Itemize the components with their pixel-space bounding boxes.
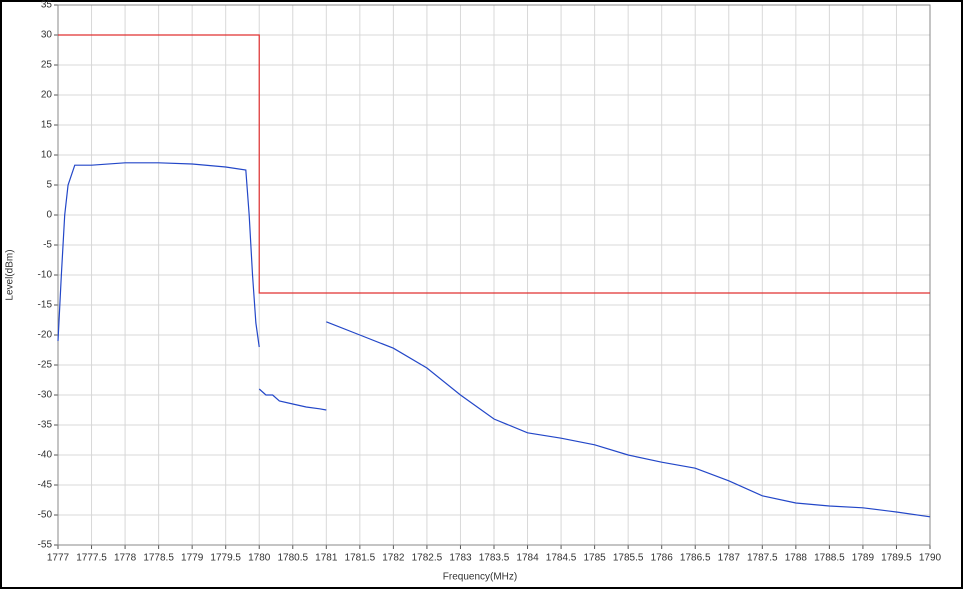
trace	[258, 388, 327, 411]
trace	[58, 34, 930, 294]
trace	[57, 162, 260, 348]
x-tick-label: 1784	[516, 553, 539, 564]
y-tick-label: -20	[38, 330, 53, 341]
y-tick-label: 10	[41, 150, 53, 161]
x-tick-label: 1777.5	[76, 553, 107, 564]
x-tick-label: 1777	[47, 553, 70, 564]
y-tick-label: 0	[46, 210, 52, 221]
x-axis-label: Frequency(MHz)	[443, 572, 517, 583]
x-tick-label: 1790	[919, 553, 942, 564]
x-tick-label: 1788	[785, 553, 808, 564]
x-tick-label: 1786	[651, 553, 674, 564]
x-tick-label: 1778.5	[143, 553, 174, 564]
y-tick-label: 15	[41, 120, 53, 131]
x-tick-label: 1779	[181, 553, 204, 564]
x-tick-label: 1785.5	[613, 553, 644, 564]
x-tick-label: 1781	[315, 553, 338, 564]
x-tick-label: 1781.5	[345, 553, 376, 564]
x-tick-label: 1784.5	[546, 553, 577, 564]
x-tick-label: 1787	[718, 553, 741, 564]
x-tick-label: 1789	[852, 553, 875, 564]
y-tick-label: 25	[41, 60, 53, 71]
x-tick-label: 1785	[583, 553, 606, 564]
y-axis-label: Level(dBm)	[5, 249, 16, 300]
x-tick-label: 1782.5	[412, 553, 443, 564]
y-tick-label: 5	[46, 180, 52, 191]
y-tick-label: -50	[38, 510, 53, 521]
y-tick-label: -10	[38, 270, 53, 281]
x-tick-label: 1779.5	[210, 553, 241, 564]
x-tick-label: 1778	[114, 553, 137, 564]
y-tick-label: -40	[38, 450, 53, 461]
x-tick-label: 1783	[449, 553, 472, 564]
y-tick-label: -55	[38, 540, 53, 551]
x-tick-label: 1780	[248, 553, 271, 564]
x-tick-label: 1783.5	[479, 553, 510, 564]
x-tick-label: 1782	[382, 553, 405, 564]
y-tick-label: -5	[43, 240, 52, 251]
x-tick-label: 1786.5	[680, 553, 711, 564]
y-tick-label: 30	[41, 30, 53, 41]
x-tick-label: 1789.5	[881, 553, 912, 564]
y-tick-label: -25	[38, 360, 53, 371]
y-tick-label: -15	[38, 300, 53, 311]
x-tick-label: 1787.5	[747, 553, 778, 564]
plot-border	[57, 4, 931, 546]
y-tick-label: 20	[41, 90, 53, 101]
y-tick-label: -30	[38, 390, 53, 401]
trace	[326, 321, 931, 518]
y-tick-label: 35	[41, 0, 53, 11]
x-tick-label: 1780.5	[277, 553, 308, 564]
x-tick-label: 1788.5	[814, 553, 845, 564]
y-tick-label: -45	[38, 480, 53, 491]
y-tick-label: -35	[38, 420, 53, 431]
